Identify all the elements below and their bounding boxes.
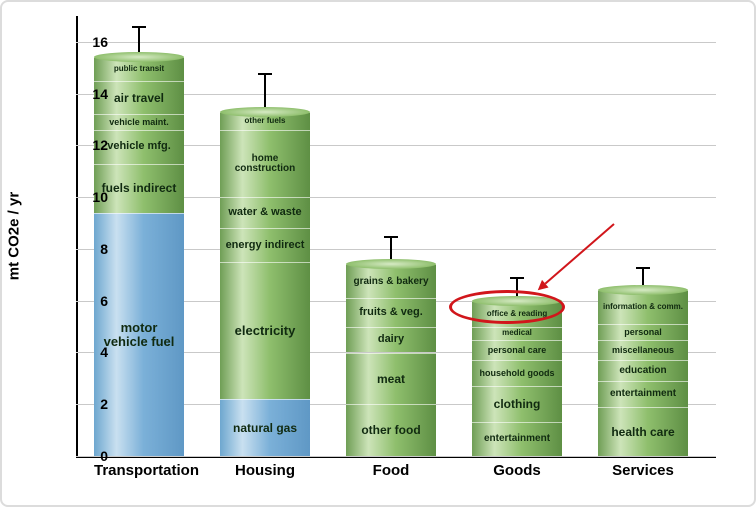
category-label: Housing xyxy=(220,462,310,479)
bar-cap xyxy=(220,107,310,117)
bar-services: health careentertainmenteducationmiscell… xyxy=(598,290,688,456)
segment: health care xyxy=(598,407,688,456)
y-tick-label: 8 xyxy=(80,241,108,257)
segment: grains & bakery xyxy=(346,264,436,298)
plot-area: motor vehicle fuelfuels indirectvehicle … xyxy=(76,16,716,456)
bar-goods: entertainmentclothinghousehold goodspers… xyxy=(472,301,562,456)
segment: miscellaneous xyxy=(598,340,688,361)
y-axis-label: mt CO2e / yr xyxy=(6,192,23,280)
segment: education xyxy=(598,360,688,381)
segment: household goods xyxy=(472,360,562,386)
y-tick-label: 2 xyxy=(80,396,108,412)
segment: fuels indirect xyxy=(94,164,184,213)
segment: fruits & veg. xyxy=(346,298,436,326)
segment: energy indirect xyxy=(220,228,310,262)
segment: home construction xyxy=(220,130,310,197)
segment: vehicle maint. xyxy=(94,114,184,130)
segment: meat xyxy=(346,353,436,405)
y-tick-label: 12 xyxy=(80,137,108,153)
y-tick-label: 16 xyxy=(80,34,108,50)
segment: dairy xyxy=(346,327,436,353)
y-tick-label: 4 xyxy=(80,344,108,360)
y-tick-label: 14 xyxy=(80,86,108,102)
category-label: Food xyxy=(346,462,436,479)
bar-housing: natural gaselectricityenergy indirectwat… xyxy=(220,112,310,456)
y-tick-label: 6 xyxy=(80,293,108,309)
co2e-stacked-bar-chart: motor vehicle fuelfuels indirectvehicle … xyxy=(0,0,756,507)
category-label: Goods xyxy=(472,462,562,479)
segment: entertainment xyxy=(598,381,688,407)
segment: water & waste xyxy=(220,197,310,228)
segment: entertainment xyxy=(472,422,562,456)
segment: information & comm. xyxy=(598,290,688,324)
gridline xyxy=(76,456,716,457)
segment: clothing xyxy=(472,386,562,422)
category-label: Transportation xyxy=(94,462,184,479)
segment: personal xyxy=(598,324,688,340)
y-tick-label: 10 xyxy=(80,189,108,205)
segment: medical xyxy=(472,327,562,340)
annotation-oval xyxy=(449,290,565,324)
segment: natural gas xyxy=(220,399,310,456)
segment: other food xyxy=(346,404,436,456)
bar-food: other foodmeatdairyfruits & veg.grains &… xyxy=(346,264,436,456)
segment: electricity xyxy=(220,262,310,399)
category-label: Services xyxy=(598,462,688,479)
segment: personal care xyxy=(472,340,562,361)
